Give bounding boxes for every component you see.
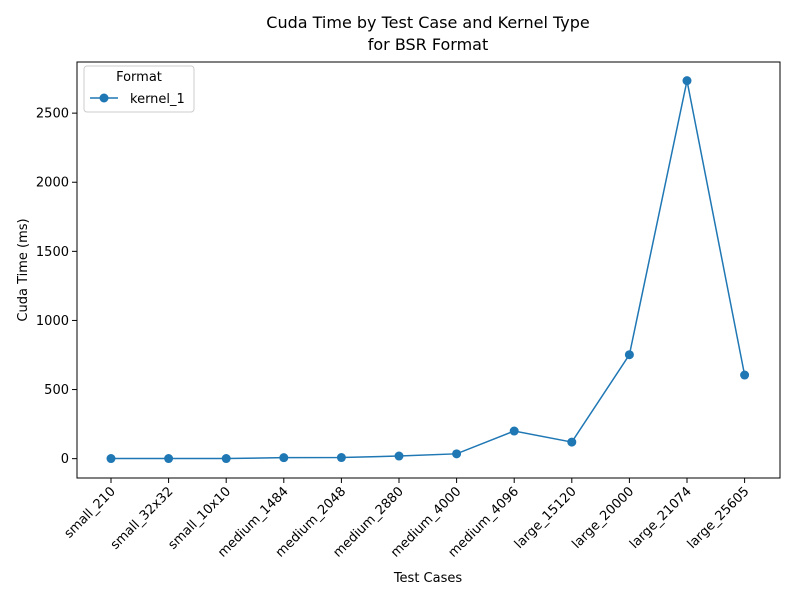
data-point xyxy=(452,449,462,459)
data-point xyxy=(394,451,404,461)
y-tick-label: 2500 xyxy=(36,107,69,122)
y-tick-label: 2000 xyxy=(36,176,69,191)
y-tick-label: 0 xyxy=(61,452,69,467)
y-tick-label: 500 xyxy=(44,383,69,398)
x-axis-label: Test Cases xyxy=(393,571,463,586)
series-line-kernel-1 xyxy=(111,80,746,460)
x-tick-label: large_25605 xyxy=(685,484,753,552)
data-point xyxy=(106,454,116,464)
data-point xyxy=(164,454,174,464)
legend-box xyxy=(83,65,195,113)
data-point xyxy=(279,453,289,463)
data-point xyxy=(336,453,346,463)
y-axis-label: Cuda Time (ms) xyxy=(16,218,31,321)
legend: Format kernel_1 xyxy=(83,65,195,113)
data-point xyxy=(221,454,231,464)
legend-label-kernel-1: kernel_1 xyxy=(130,92,185,107)
series-lines xyxy=(111,80,746,460)
x-axis-ticks: small_210small_32x32small_10x10medium_14… xyxy=(62,478,753,561)
data-point xyxy=(567,437,577,447)
plot-area xyxy=(76,61,781,479)
legend-marker-kernel-1 xyxy=(99,93,109,103)
chart-title: Cuda Time by Test Case and Kernel Type xyxy=(266,13,589,32)
y-tick-label: 1500 xyxy=(36,245,69,260)
y-tick-label: 1000 xyxy=(36,314,69,329)
data-point xyxy=(509,426,519,436)
data-point xyxy=(740,370,750,380)
legend-title: Format xyxy=(116,70,162,85)
y-axis-ticks: 0 500 1000 1500 2000 2500 xyxy=(36,107,77,467)
chart-subtitle: for BSR Format xyxy=(368,35,489,54)
data-point xyxy=(624,350,634,360)
series-points xyxy=(106,76,750,464)
data-point xyxy=(682,76,692,86)
x-tick-label: small_210 xyxy=(62,484,119,541)
